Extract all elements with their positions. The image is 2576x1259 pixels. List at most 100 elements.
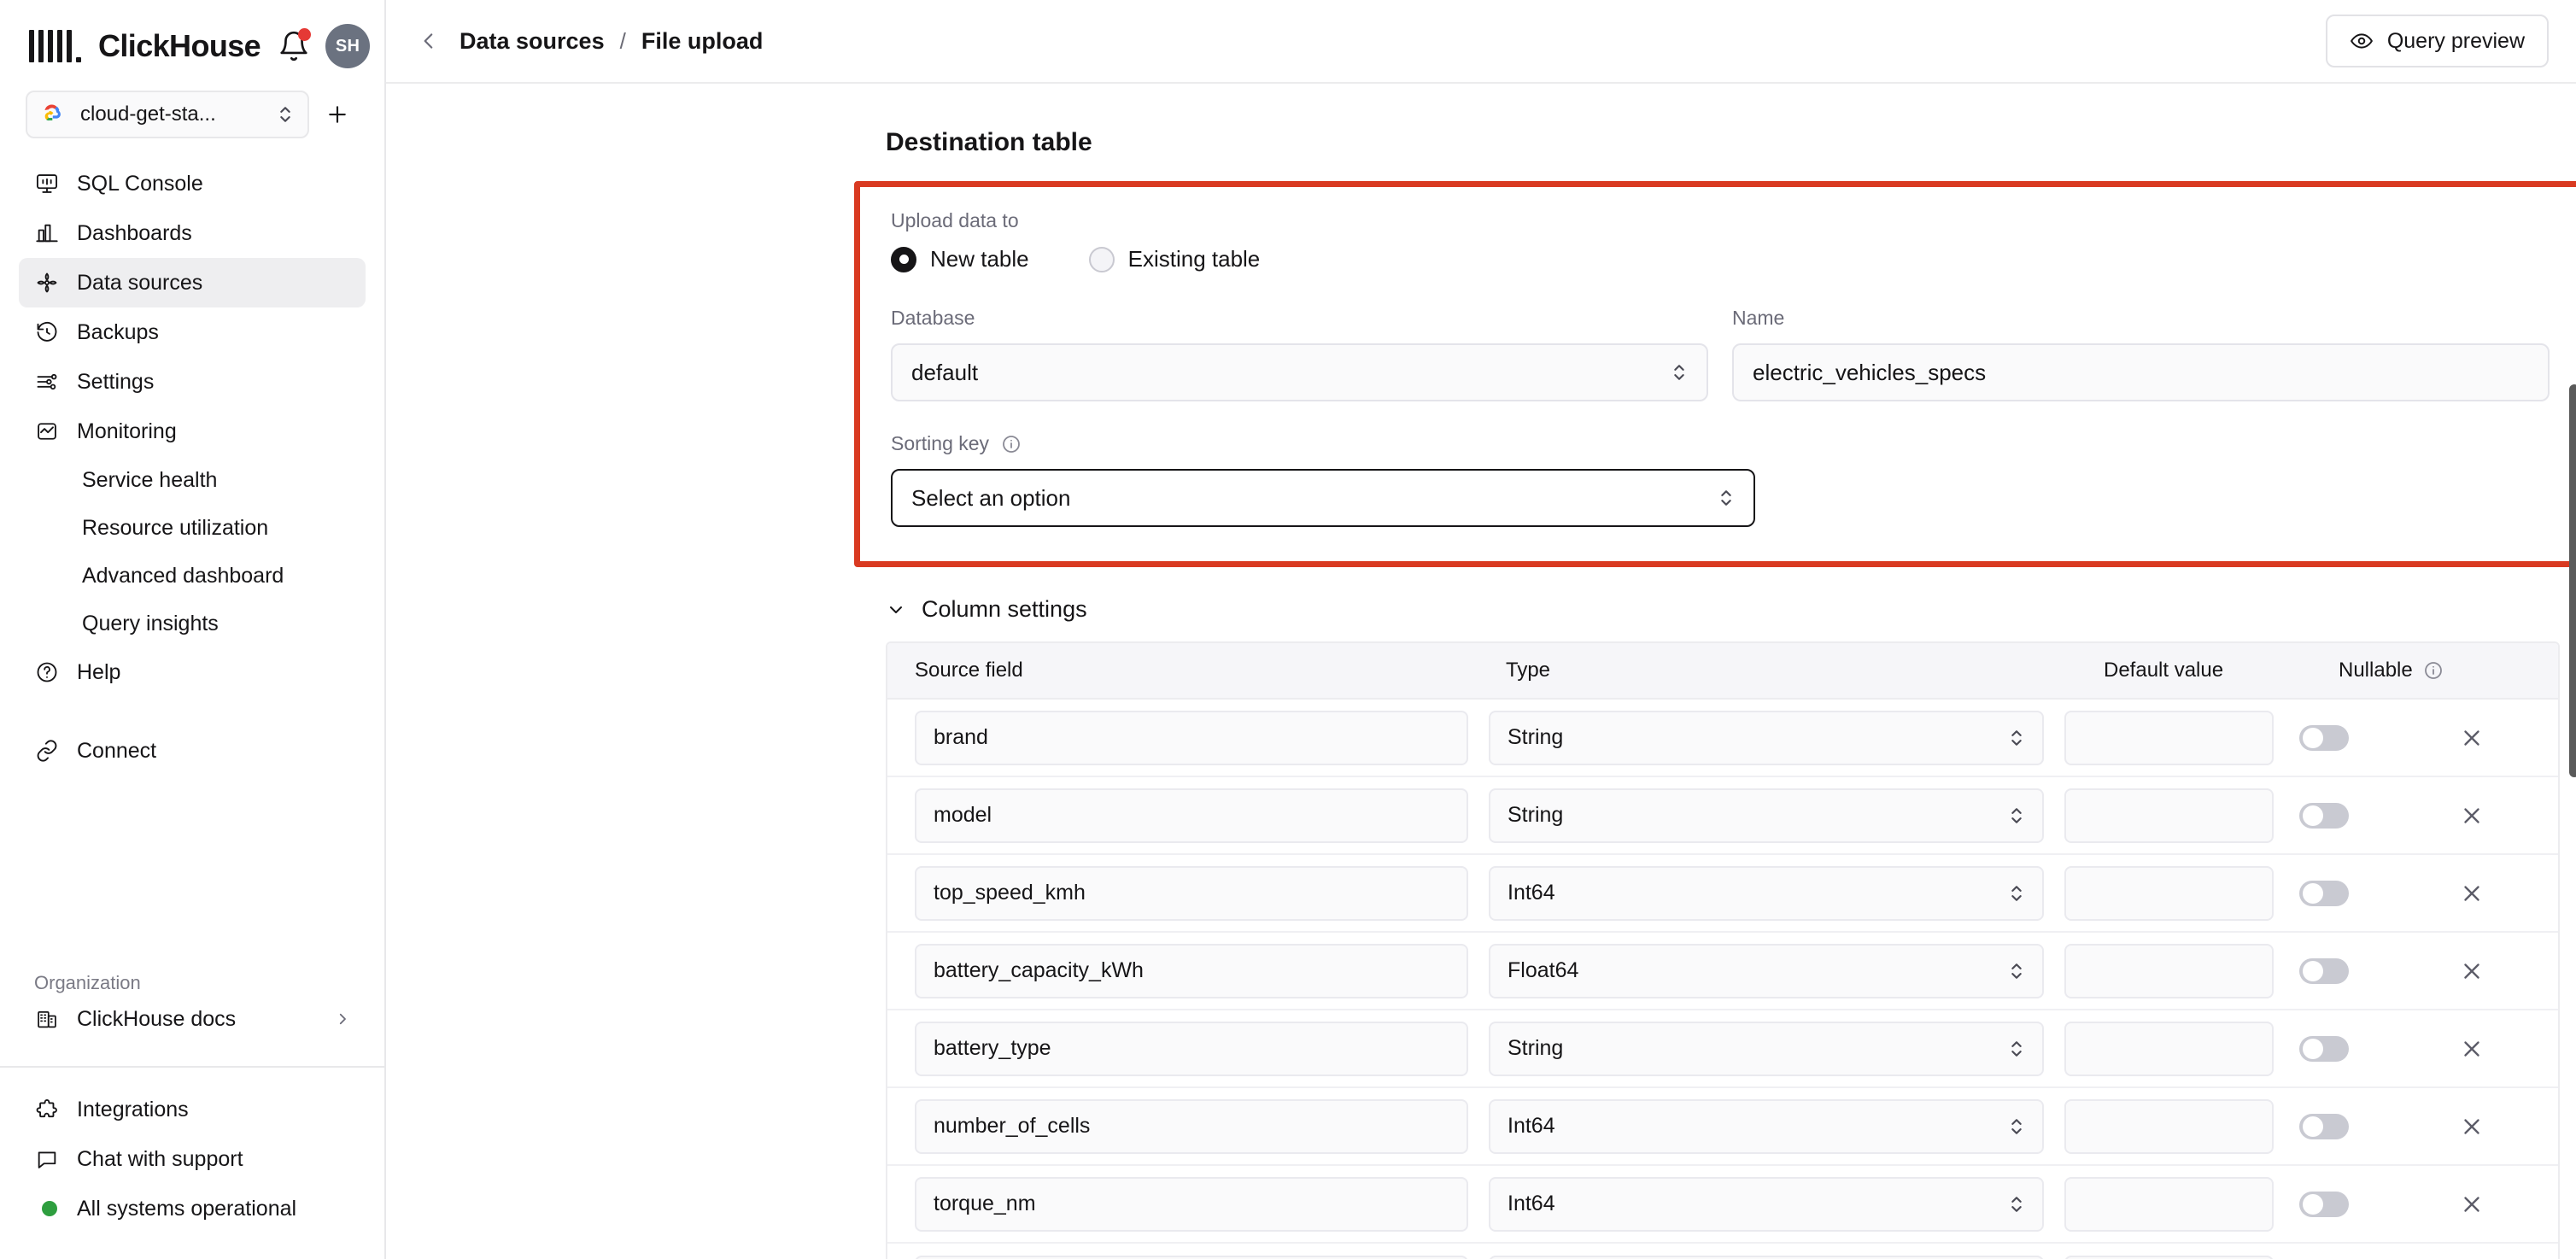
sidebar-item-integrations[interactable]: Integrations (19, 1085, 366, 1134)
source-field-input[interactable]: number_of_cells (915, 1098, 1468, 1154)
sorting-key-select[interactable]: Select an option (891, 469, 1755, 527)
nullable-toggle[interactable] (2299, 957, 2349, 984)
close-icon[interactable] (2456, 723, 2487, 753)
type-select[interactable]: String (1489, 1021, 2044, 1076)
source-field-input[interactable]: battery_capacity_kWh (915, 943, 1468, 998)
sidebar-item-clickhouse-docs[interactable]: ClickHouse docs (19, 994, 366, 1044)
breadcrumb-data-sources[interactable]: Data sources (460, 27, 605, 54)
table-row: model String (887, 777, 2558, 855)
sidebar-item-help[interactable]: Help (19, 647, 366, 697)
service-selector[interactable]: cloud-get-sta... (26, 91, 309, 138)
type-value: Int64 (1508, 1192, 1555, 1215)
sidebar-item-data-sources[interactable]: Data sources (19, 258, 366, 307)
sidebar-item-label: Data sources (77, 270, 203, 295)
type-select[interactable]: String (1489, 788, 2044, 843)
source-field-input[interactable]: model (915, 788, 1468, 843)
sidebar-item-label: All systems operational (77, 1196, 297, 1221)
sidebar-item-settings[interactable]: Settings (19, 357, 366, 407)
close-icon[interactable] (2456, 1189, 2487, 1220)
sidebar-item-connect[interactable]: Connect (19, 726, 366, 776)
sidebar-item-backups[interactable]: Backups (19, 307, 366, 357)
close-icon[interactable] (2456, 1111, 2487, 1142)
type-select[interactable]: Int64 (1489, 865, 2044, 921)
type-select[interactable]: Float64 (1489, 943, 2044, 998)
notification-badge (298, 28, 312, 41)
radio-new-table-indicator (891, 246, 916, 272)
monitoring-icon (34, 419, 60, 444)
type-value: Int64 (1508, 1114, 1555, 1138)
source-field-input[interactable]: battery_type (915, 1021, 1468, 1076)
default-value-input[interactable] (2064, 865, 2274, 921)
type-select[interactable]: Int64 (1489, 1098, 2044, 1154)
sidebar-item-monitoring[interactable]: Monitoring (19, 407, 366, 456)
sorting-key-group: Sorting key Select an option (891, 432, 1755, 527)
sidebar-item-system-status[interactable]: All systems operational (19, 1184, 366, 1233)
nullable-toggle[interactable] (2299, 724, 2349, 751)
sidebar-subitem-label: Query insights (82, 611, 219, 635)
sidebar-subitem-resource-utilization[interactable]: Resource utilization (19, 504, 366, 552)
default-value-input[interactable] (2064, 1098, 2274, 1154)
default-value-input[interactable] (2064, 788, 2274, 843)
sidebar-header: ClickHouse SH (0, 0, 384, 85)
radio-existing-table[interactable]: Existing table (1088, 246, 1261, 272)
chevron-up-down-icon (2011, 1118, 2022, 1134)
help-icon (34, 659, 60, 685)
table-name-input[interactable]: electric_vehicles_specs (1732, 343, 2550, 401)
sidebar-item-chat-with-support[interactable]: Chat with support (19, 1134, 366, 1184)
nullable-toggle[interactable] (2299, 880, 2349, 906)
close-icon[interactable] (2456, 878, 2487, 909)
type-select[interactable]: String (1489, 710, 2044, 765)
default-value-input[interactable] (2064, 1255, 2274, 1259)
source-field-input[interactable]: brand (915, 710, 1468, 765)
database-select[interactable]: default (891, 343, 1708, 401)
column-settings-title: Column settings (922, 596, 1087, 622)
plus-icon[interactable] (316, 93, 359, 136)
sidebar-subitem-query-insights[interactable]: Query insights (19, 600, 366, 647)
radio-existing-table-label: Existing table (1127, 246, 1261, 272)
source-field-input[interactable]: efficiency_wh_per_km (915, 1255, 1468, 1259)
nullable-toggle[interactable] (2299, 802, 2349, 829)
type-value: Int64 (1508, 881, 1555, 905)
sidebar-item-dashboards[interactable]: Dashboards (19, 208, 366, 258)
column-settings-toggle[interactable]: Column settings (886, 596, 2576, 623)
sidebar-item-label: Chat with support (77, 1146, 243, 1171)
breadcrumb-separator: / (619, 27, 626, 54)
backups-icon (34, 319, 60, 345)
default-value-input[interactable] (2064, 710, 2274, 765)
type-select[interactable]: Int64 (1489, 1255, 2044, 1259)
brand-name: ClickHouse (98, 28, 261, 63)
chevron-left-icon[interactable] (412, 24, 446, 58)
source-field-input[interactable]: top_speed_kmh (915, 865, 1468, 921)
source-field-input[interactable]: torque_nm (915, 1176, 1468, 1232)
data-sources-icon (34, 270, 60, 296)
type-select[interactable]: Int64 (1489, 1176, 2044, 1232)
nullable-toggle[interactable] (2299, 1113, 2349, 1139)
nullable-toggle[interactable] (2299, 1191, 2349, 1217)
close-icon[interactable] (2456, 1034, 2487, 1064)
info-icon[interactable] (2423, 660, 2444, 681)
vertical-scrollbar[interactable] (2569, 384, 2576, 777)
header-source-field: Source field (915, 659, 1023, 682)
sidebar-subitem-advanced-dashboard[interactable]: Advanced dashboard (19, 552, 366, 600)
sidebar-subitem-label: Advanced dashboard (82, 563, 284, 588)
radio-new-table[interactable]: New table (891, 246, 1029, 272)
upload-target-radio-group: New table Existing table (891, 246, 2550, 272)
close-icon[interactable] (2456, 800, 2487, 831)
default-value-input[interactable] (2064, 1176, 2274, 1232)
sidebar-subitem-service-health[interactable]: Service health (19, 456, 366, 504)
status-dot-icon (34, 1196, 60, 1221)
query-preview-button[interactable]: Query preview (2325, 15, 2549, 67)
sql-console-icon (34, 171, 60, 196)
chevron-up-down-icon (1721, 490, 1731, 506)
sidebar-item-label: Connect (77, 738, 157, 763)
bell-icon[interactable] (278, 28, 312, 62)
chevron-up-down-icon (2011, 1196, 2022, 1212)
default-value-input[interactable] (2064, 1021, 2274, 1076)
default-value-input[interactable] (2064, 943, 2274, 998)
nullable-toggle[interactable] (2299, 1035, 2349, 1062)
table-row: battery_type String (887, 1010, 2558, 1088)
info-icon[interactable] (1001, 434, 1022, 454)
sidebar-item-sql-console[interactable]: SQL Console (19, 159, 366, 208)
close-icon[interactable] (2456, 956, 2487, 987)
avatar[interactable]: SH (325, 24, 371, 68)
